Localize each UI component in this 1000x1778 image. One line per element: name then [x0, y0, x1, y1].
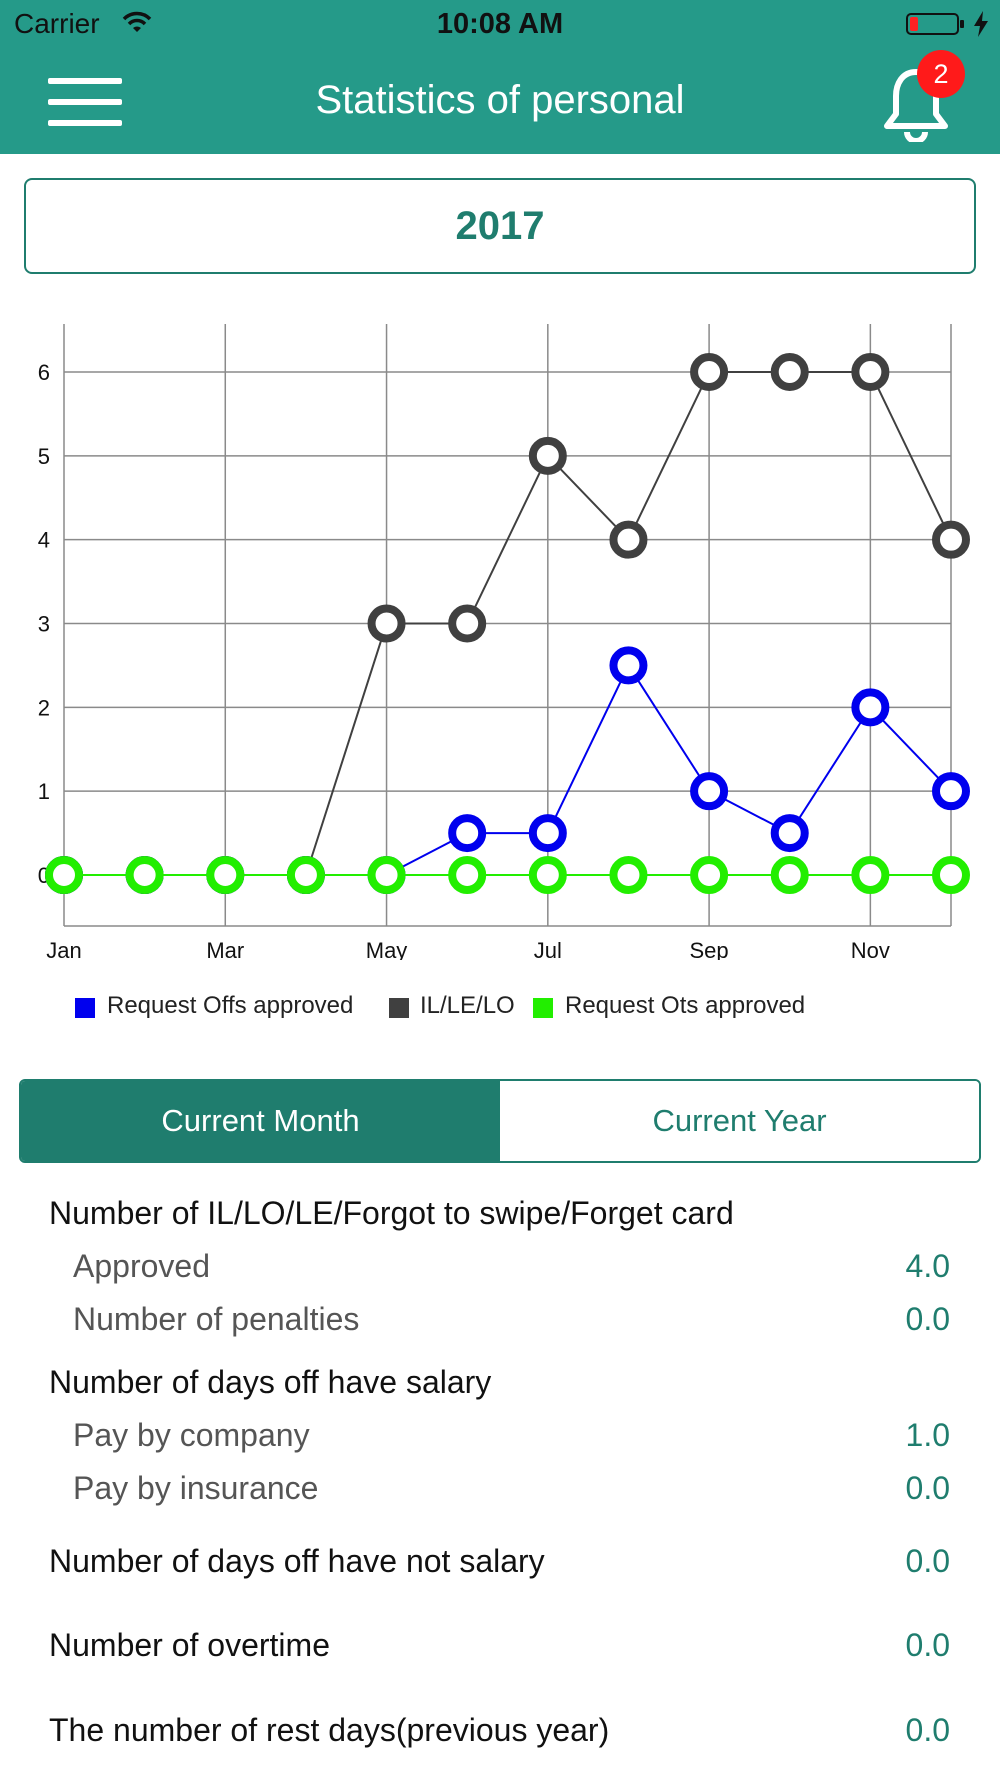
data-point: [690, 772, 729, 811]
data-point: [770, 814, 809, 853]
data-point: [932, 772, 970, 811]
y-tick-label: 2: [38, 695, 50, 720]
data-point: [851, 353, 890, 391]
data-point: [286, 856, 325, 894]
x-tick-label: Jan: [46, 938, 81, 960]
data-point: [125, 856, 164, 894]
no-salary-value: 0.0: [905, 1543, 950, 1579]
y-tick-label: 6: [38, 360, 50, 385]
legend-label-request-ots: Request Ots approved: [565, 992, 806, 1019]
penalties-value: 0.0: [905, 1301, 950, 1337]
pay-by-insurance-label: Pay by insurance: [73, 1470, 319, 1506]
x-tick-label: Jul: [534, 938, 562, 960]
charging-icon: [974, 11, 988, 37]
data-point: [609, 856, 648, 894]
rest-days-label: The number of rest days(previous year): [49, 1712, 610, 1748]
legend-label-request-offs: Request Offs approved: [107, 992, 354, 1019]
no-salary-label: Number of days off have not salary: [49, 1543, 545, 1579]
data-point: [932, 856, 970, 894]
data-point: [690, 856, 729, 894]
tab-current-year[interactable]: Current Year: [500, 1081, 979, 1161]
navigation-bar: Carrier 10:08 AM Statistics of personal …: [0, 0, 1000, 154]
pay-by-company-label: Pay by company: [73, 1417, 310, 1453]
penalties-label: Number of penalties: [73, 1301, 360, 1337]
data-point: [528, 814, 567, 853]
legend-swatch-request-ots: [533, 998, 553, 1018]
x-tick-label: Mar: [206, 938, 244, 960]
data-point: [609, 520, 648, 559]
data-point: [367, 604, 406, 643]
rest-days-value: 0.0: [905, 1712, 950, 1748]
salary-section-label: Number of days off have salary: [49, 1364, 492, 1400]
data-point: [770, 353, 809, 391]
legend-label-il-le-lo: IL/LE/LO: [420, 992, 515, 1019]
legend-swatch-request-offs: [75, 998, 95, 1018]
data-point: [45, 856, 83, 894]
x-tick-label: May: [366, 938, 408, 960]
y-tick-label: 3: [38, 612, 50, 637]
data-point: [932, 520, 970, 559]
overtime-value: 0.0: [905, 1627, 950, 1663]
hamburger-menu-icon[interactable]: [48, 78, 122, 126]
approved-value: 4.0: [905, 1248, 950, 1284]
carrier-label: Carrier: [14, 8, 100, 39]
page-title: Statistics of personal: [315, 78, 685, 122]
pay-by-company-value: 1.0: [905, 1417, 950, 1453]
x-tick-label: Sep: [690, 938, 729, 960]
year-selector[interactable]: 2017: [24, 178, 976, 274]
notification-badge: 2: [917, 50, 965, 98]
overtime-label: Number of overtime: [49, 1627, 330, 1663]
period-segmented-control: Current Month Current Year: [19, 1079, 981, 1163]
battery-icon: [906, 13, 964, 35]
y-tick-label: 5: [38, 444, 50, 469]
il-section-label: Number of IL/LO/LE/Forgot to swipe/Forge…: [49, 1195, 734, 1231]
pay-by-insurance-value: 0.0: [905, 1470, 950, 1506]
data-point: [448, 856, 487, 894]
data-point: [448, 814, 487, 853]
data-point: [690, 353, 729, 391]
data-point: [367, 856, 406, 894]
data-point: [609, 646, 648, 685]
y-tick-label: 1: [38, 779, 50, 804]
x-tick-label: Nov: [851, 938, 890, 960]
data-point: [448, 604, 487, 643]
approved-label: Approved: [73, 1248, 210, 1284]
data-point: [851, 856, 890, 894]
series-line: [64, 663, 952, 876]
data-point: [206, 856, 245, 894]
data-point: [528, 436, 567, 475]
data-point: [528, 856, 567, 894]
data-point: [770, 856, 809, 894]
clock: 10:08 AM: [436, 8, 564, 40]
data-point: [851, 688, 890, 727]
y-tick-label: 4: [38, 528, 50, 553]
wifi-icon: [122, 11, 152, 32]
legend-swatch-il-le-lo: [389, 998, 409, 1018]
tab-current-month[interactable]: Current Month: [21, 1081, 500, 1161]
